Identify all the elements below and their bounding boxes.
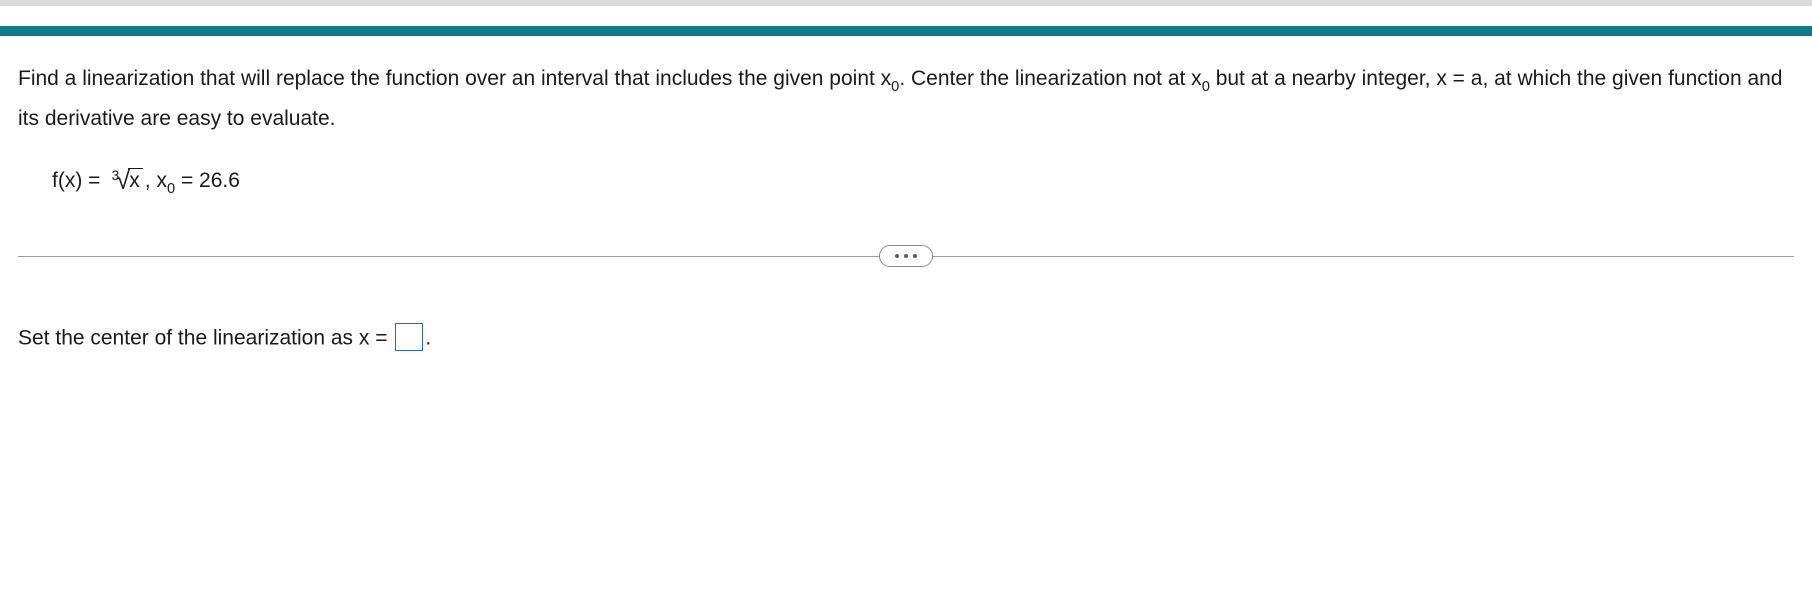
- comma-x: , x: [145, 169, 167, 192]
- x0-value: = 26.6: [175, 169, 240, 192]
- function-definition: f(x) = 3√x, x0 = 26.6: [52, 163, 1794, 196]
- answer-prompt-period: .: [425, 326, 431, 349]
- answer-prompt: Set the center of the linearization as x…: [18, 325, 1794, 353]
- top-grey-bar: [0, 0, 1812, 6]
- subscript-zero-1: 0: [891, 79, 899, 95]
- answer-prompt-text: Set the center of the linearization as x…: [18, 326, 393, 349]
- section-divider: [18, 245, 1794, 269]
- problem-statement: Find a linearization that will replace t…: [18, 60, 1794, 137]
- cube-root-expression: 3√x: [106, 163, 145, 194]
- fx-equals: f(x) =: [52, 169, 106, 192]
- subscript-zero-3: 0: [167, 181, 175, 197]
- radical-symbol: √: [116, 165, 130, 195]
- top-teal-bar: [0, 26, 1812, 36]
- problem-text-part-2: . Center the linearization not at x: [899, 67, 1201, 90]
- content-area: Find a linearization that will replace t…: [0, 36, 1812, 393]
- ellipsis-dot: [913, 254, 917, 258]
- expand-ellipsis-button[interactable]: [879, 245, 933, 267]
- subscript-zero-2: 0: [1202, 79, 1210, 95]
- radicand-x: x: [128, 168, 143, 192]
- answer-input-box[interactable]: [395, 323, 423, 351]
- ellipsis-dot: [895, 254, 899, 258]
- ellipsis-dot: [904, 254, 908, 258]
- problem-text-part-1: Find a linearization that will replace t…: [18, 67, 891, 90]
